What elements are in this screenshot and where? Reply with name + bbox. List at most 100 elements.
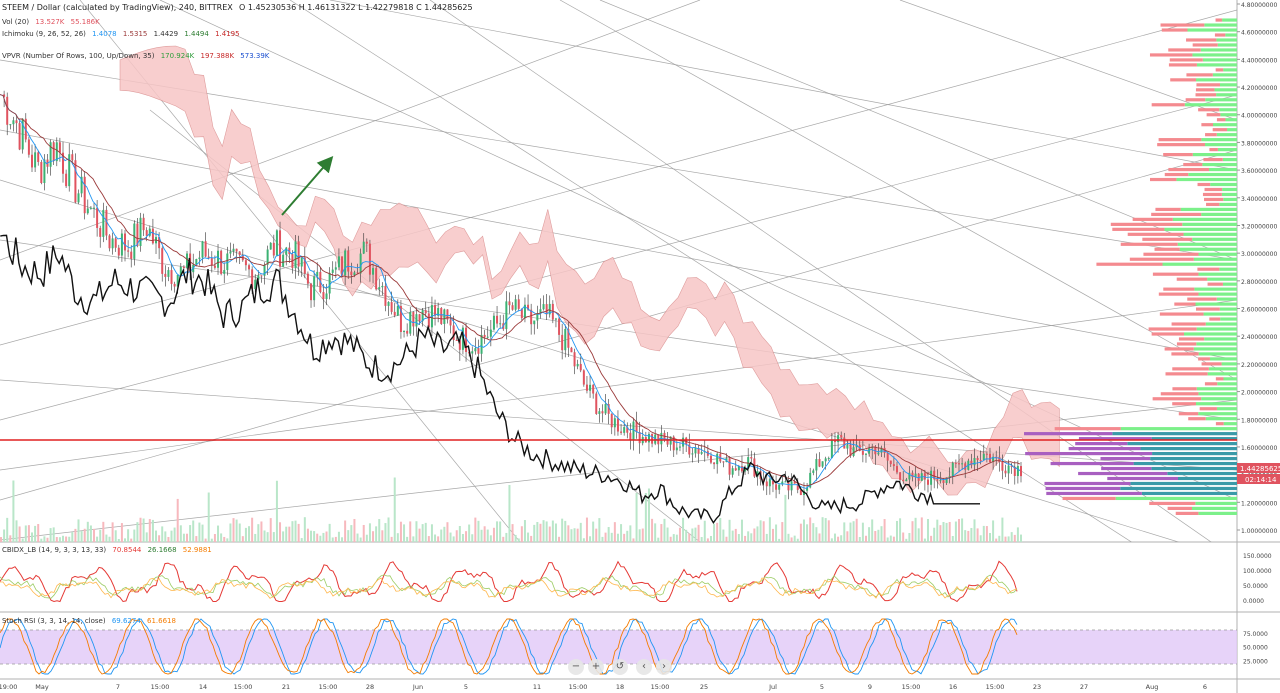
vpvr-down-bar [1148,327,1197,331]
candle-body [579,363,582,371]
vpvr-up-bar [1219,202,1237,207]
candle-body [709,455,712,463]
vpvr-up-bar [1216,38,1237,42]
time-tick-label: 15:00 [234,683,253,691]
volume-bar [452,536,455,542]
volume-bar [496,521,499,542]
zoom-in-button[interactable]: + [588,659,604,675]
candle-body [616,418,619,432]
vpvr-down-bar [1100,456,1151,461]
volume-bar [558,536,561,542]
volume-bar [666,527,669,542]
vpvr-down-bar [1206,202,1220,207]
vpvr-down-bar [1152,397,1202,401]
candle-body [905,479,908,482]
volume-bar [99,529,102,542]
volume-bar [886,537,889,542]
volume-bar [86,521,89,542]
candle-body [486,336,489,338]
vpvr-down-bar [1176,277,1208,281]
cbidx-label: CBIDX_LB (14, 9, 3, 3, 13, 33) [2,546,107,554]
vpvr-down-bar [1110,222,1183,226]
volume-bar [985,526,988,542]
candle-body [511,305,514,310]
candle-body [765,481,768,487]
candle-body [573,352,576,367]
trend-line [899,0,1237,121]
volume-bar [421,524,424,542]
volume-bar [942,521,945,542]
candle-body [406,330,409,334]
vpvr-up-bar [1192,237,1237,241]
volume-bar [182,533,185,542]
candle-body [632,421,635,441]
candle-body [269,242,272,250]
volume-bar [359,537,362,542]
time-tick-label: 25 [700,683,708,691]
volume-bar [272,532,275,542]
vpvr-down-bar [1195,88,1215,92]
vpvr-down-bar [1155,207,1181,212]
vpvr-value-3: 573.39K [240,52,270,60]
volume-bar [24,525,27,542]
vpvr-down-bar [1186,38,1217,42]
volume-bar [688,533,691,542]
zoom-out-button[interactable]: − [568,659,584,675]
trend-line [0,0,701,261]
cbidx-tick-label: 150.0000 [1243,553,1272,560]
price-tick-label: 1.00000000 [1241,528,1277,535]
volume-bar [375,526,378,542]
candle-body [992,456,995,463]
volume-bar [393,477,396,542]
reset-button[interactable]: ↺ [612,659,628,675]
candle-body [49,142,52,167]
volume-bar [843,522,846,542]
volume-bar [564,520,567,542]
vpvr-up-bar [1120,486,1237,491]
volume-bar [120,523,123,542]
price-tick-label: 4.80000000 [1241,2,1277,9]
candle-body [86,208,89,214]
candle-body [514,299,517,310]
volume-bar [911,521,914,542]
volume-bar [973,519,976,542]
vpvr-up-bar [1222,187,1237,192]
scroll-right-button[interactable]: › [656,659,672,675]
cbidx-line [0,560,1018,603]
volume-bar [446,522,449,542]
cbidx-value-2: 26.1668 [147,546,177,554]
candle-body [130,251,133,259]
vpvr-down-bar [1207,282,1223,286]
price-tick-label: 3.60000000 [1241,168,1277,175]
time-tick-label: 5 [464,683,468,691]
volume-bar [356,533,359,542]
candle-body [691,453,694,455]
candle-body [861,450,864,455]
candle-body [365,241,368,244]
vpvr-down-bar [1054,427,1121,431]
candle-body [496,315,499,324]
candle-body [142,217,145,231]
volume-bar [226,538,229,542]
candle-body [902,479,905,482]
trend-line [429,0,1212,542]
last-price-label: 1.44285625 [1240,465,1280,473]
scroll-left-button[interactable]: ‹ [636,659,652,675]
vpvr-down-bar [1045,486,1121,491]
candle-body [145,230,148,236]
volume-bar [102,521,105,542]
candle-body [954,462,957,464]
candle-body [114,238,117,248]
candle-body [294,241,297,269]
candle-body [161,248,164,274]
volume-bar [762,521,765,542]
candle-body [306,273,309,284]
volume-bar [945,522,948,542]
vpvr-up-bar [1213,123,1237,127]
volume-bar [871,519,874,542]
volume-bar [251,517,254,542]
candle-body [635,421,638,433]
volume-bar [260,521,263,542]
volume-bar [409,521,412,542]
